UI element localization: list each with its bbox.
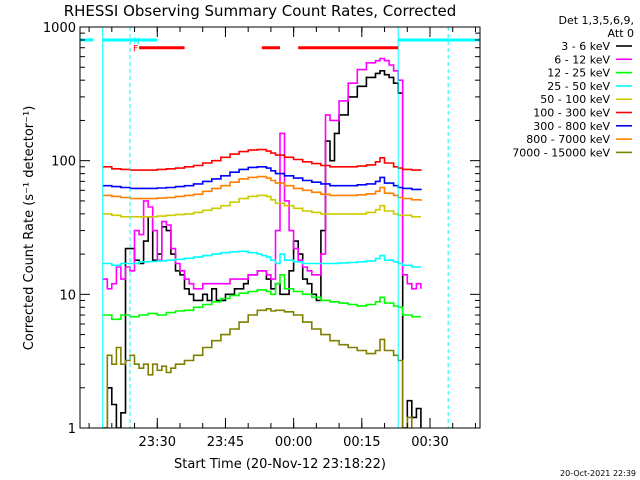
- x-axis-label: Start Time (20-Nov-12 23:18:22): [174, 457, 386, 472]
- x-tick-label-4: 00:30: [411, 435, 448, 450]
- y-tick-label-1: 10: [59, 288, 76, 303]
- legend-entry-8: 7000 - 15000 keV: [512, 146, 610, 159]
- legend-entry-4: 50 - 100 keV: [540, 93, 610, 106]
- legend-header-1: Att 0: [608, 27, 634, 40]
- series-line-1: [102, 57, 422, 290]
- series-line-5: [102, 148, 422, 171]
- data-layer: [80, 27, 480, 428]
- legend-entry-5: 100 - 300 keV: [533, 107, 610, 120]
- legend-entry-7: 800 - 7000 keV: [526, 133, 610, 146]
- overlay-label-0: N: [133, 37, 140, 47]
- legend-entry-6: 300 - 800 keV: [533, 120, 610, 133]
- series-line-7: [102, 175, 422, 201]
- legend-entry-3: 25 - 50 keV: [547, 80, 610, 93]
- x-tick-label-0: 23:30: [139, 435, 176, 450]
- x-tick-label-1: 23:45: [207, 435, 244, 450]
- series-line-0: [102, 70, 422, 428]
- legend-entry-1: 6 - 12 keV: [554, 53, 610, 66]
- overlay-label-1: F: [133, 45, 138, 55]
- footer-timestamp: 20-Oct-2021 22:39: [560, 469, 636, 478]
- series-line-4: [102, 194, 421, 218]
- series-line-3: [102, 250, 421, 268]
- series-line-2: [102, 274, 421, 321]
- legend-header-0: Det 1,3,5,6,9,: [558, 14, 634, 27]
- y-tick-label-3: 1000: [43, 21, 76, 36]
- x-tick-label-3: 00:15: [343, 435, 380, 450]
- y-tick-label-0: 1: [68, 422, 76, 437]
- legend-entry-0: 3 - 6 keV: [561, 40, 610, 53]
- plot-area: NF 1 10 100 1000 23:30 23:45 00:00 00:15 00:30: [43, 21, 481, 450]
- x-tick-label-2: 00:00: [275, 435, 312, 450]
- y-axis-label: Corrected Count Rate (s⁻¹ detector⁻¹): [22, 106, 37, 351]
- legend-entry-2: 12 - 25 keV: [547, 67, 610, 80]
- plot-frame: [79, 26, 481, 429]
- chart-title: RHESSI Observing Summary Count Rates, Co…: [64, 2, 457, 20]
- y-tick-label-2: 100: [51, 155, 76, 170]
- series-line-8: [102, 308, 413, 428]
- series-line-6: [102, 166, 422, 191]
